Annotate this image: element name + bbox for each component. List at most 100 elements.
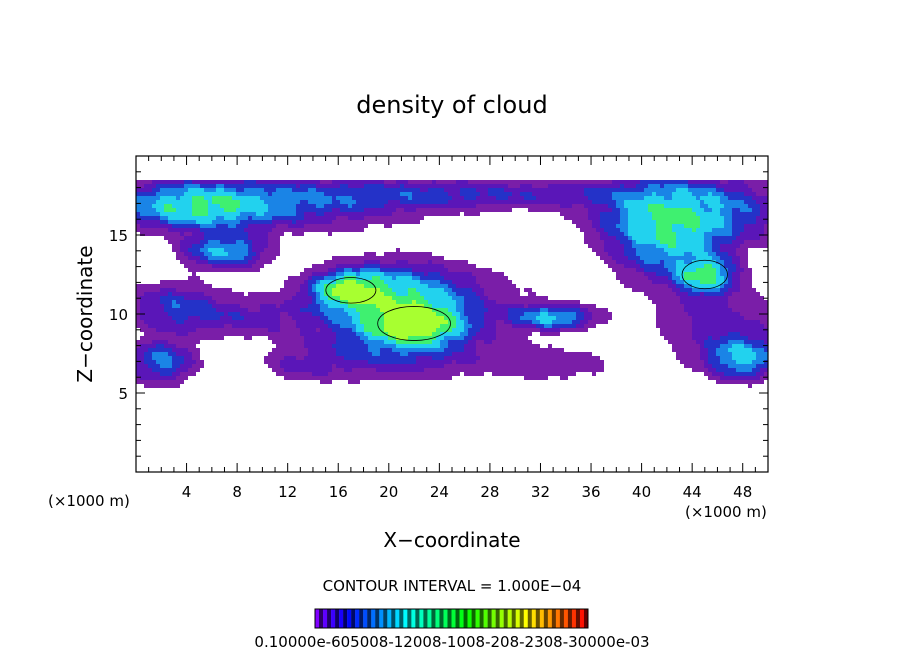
heatmap-cell [264,184,268,188]
heatmap-cell [192,312,196,316]
heatmap-cell [276,340,280,344]
heatmap-cell [400,340,404,344]
heatmap-cell [656,264,660,268]
heatmap-cell [752,232,756,236]
heatmap-cell [660,300,664,304]
heatmap-cell [180,292,184,296]
heatmap-cell [588,192,592,196]
heatmap-cell [488,276,492,280]
heatmap-cell [172,288,176,292]
heatmap-cell [172,296,176,300]
heatmap-cell [444,324,448,328]
heatmap-cell [168,224,172,228]
heatmap-cell [564,300,568,304]
heatmap-cell [444,320,448,324]
heatmap-cell [200,216,204,220]
heatmap-cell [736,188,740,192]
heatmap-cell [328,308,332,312]
heatmap-cell [212,336,216,340]
heatmap-cell [712,224,716,228]
heatmap-cell [268,192,272,196]
heatmap-cell [244,312,248,316]
heatmap-cell [664,252,668,256]
heatmap-cell [320,332,324,336]
heatmap-cell [700,320,704,324]
heatmap-cell [680,248,684,252]
heatmap-cell [592,228,596,232]
heatmap-cell [484,284,488,288]
heatmap-cell [584,240,588,244]
heatmap-cell [476,280,480,284]
heatmap-cell [752,192,756,196]
heatmap-cell [664,292,668,296]
heatmap-cell [480,300,484,304]
heatmap-cell [680,244,684,248]
heatmap-cell [188,340,192,344]
heatmap-cell [488,332,492,336]
heatmap-cell [452,204,456,208]
heatmap-cell [240,256,244,260]
heatmap-cell [736,248,740,252]
heatmap-cell [580,200,584,204]
heatmap-cell [296,216,300,220]
heatmap-cell [732,252,736,256]
heatmap-cell [684,272,688,276]
heatmap-cell [436,312,440,316]
heatmap-cell [160,308,164,312]
heatmap-cell [632,180,636,184]
heatmap-cell [548,188,552,192]
heatmap-cell [696,260,700,264]
heatmap-cell [732,288,736,292]
heatmap-cell [688,324,692,328]
heatmap-cell [572,308,576,312]
heatmap-cell [704,212,708,216]
heatmap-cell [616,220,620,224]
heatmap-cell [712,244,716,248]
heatmap-cell [296,308,300,312]
heatmap-cell [480,332,484,336]
heatmap-cell [260,300,264,304]
heatmap-cell [200,328,204,332]
heatmap-cell [416,184,420,188]
heatmap-cell [176,224,180,228]
heatmap-cell [208,216,212,220]
heatmap-cell [384,328,388,332]
heatmap-cell [608,180,612,184]
heatmap-cell [240,244,244,248]
heatmap-cell [204,192,208,196]
heatmap-cell [244,200,248,204]
heatmap-cell [704,208,708,212]
heatmap-cell [180,256,184,260]
heatmap-cell [280,196,284,200]
heatmap-cell [672,220,676,224]
heatmap-cell [752,292,756,296]
heatmap-cell [136,196,140,200]
heatmap-cell [732,336,736,340]
heatmap-cell [424,180,428,184]
heatmap-cell [396,304,400,308]
heatmap-cell [328,216,332,220]
heatmap-cell [200,244,204,248]
heatmap-cell [148,288,152,292]
heatmap-cell [448,296,452,300]
heatmap-cell [624,192,628,196]
heatmap-cell [676,332,680,336]
heatmap-cell [244,188,248,192]
heatmap-cell [700,236,704,240]
heatmap-cell [384,188,388,192]
heatmap-cell [592,192,596,196]
heatmap-cell [652,268,656,272]
heatmap-cell [276,228,280,232]
heatmap-cell [388,344,392,348]
heatmap-cell [152,192,156,196]
heatmap-cell [764,324,768,328]
heatmap-cell [244,304,248,308]
heatmap-cell [288,220,292,224]
heatmap-cell [316,292,320,296]
heatmap-cell [324,296,328,300]
heatmap-cell [324,328,328,332]
heatmap-cell [300,324,304,328]
heatmap-cell [608,240,612,244]
heatmap-cell [672,244,676,248]
heatmap-cell [220,228,224,232]
